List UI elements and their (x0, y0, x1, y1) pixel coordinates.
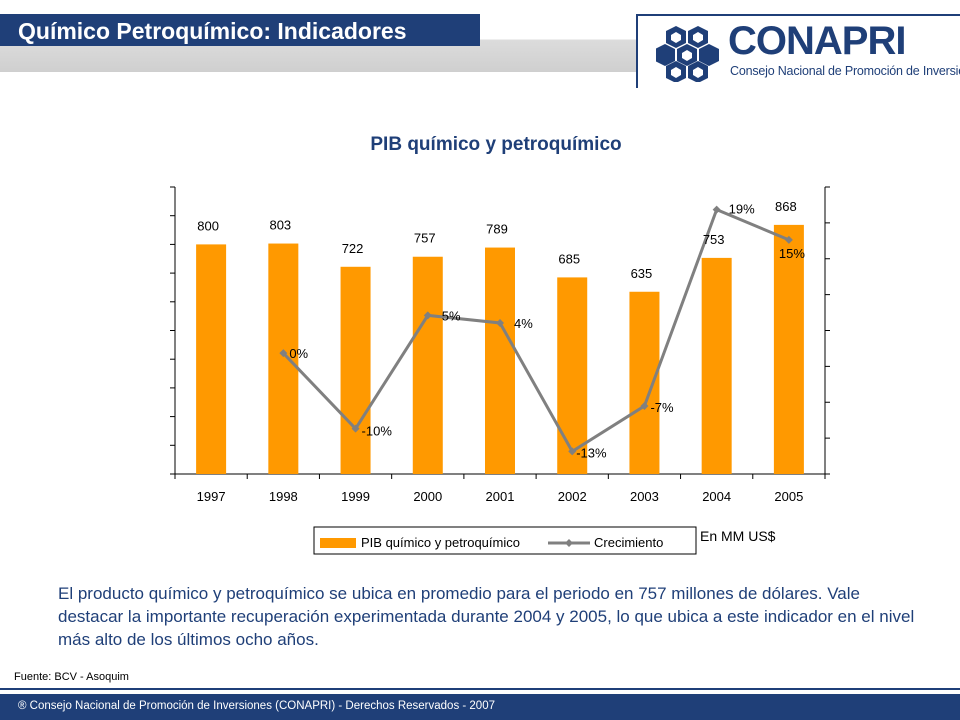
bar-value-label: 685 (558, 251, 580, 266)
growth-point (712, 205, 721, 214)
logo: CONAPRI Consejo Nacional de Promoción de… (636, 14, 960, 88)
footer-copyright: ® Consejo Nacional de Promoción de Inver… (18, 700, 495, 712)
bar-series (196, 224, 804, 474)
legend-label-bar: PIB químico y petroquímico (361, 535, 520, 550)
growth-value-label: 15% (779, 246, 805, 261)
x-tick-label: 2000 (413, 489, 442, 504)
growth-value-label: 4% (514, 316, 533, 331)
bar-value-label: 753 (703, 232, 725, 247)
bar-value-label: 635 (631, 266, 653, 281)
x-tick-label: 2001 (486, 489, 515, 504)
bar (340, 266, 371, 474)
bar (412, 256, 443, 474)
x-tick-label: 1997 (197, 489, 226, 504)
footer-divider (0, 688, 960, 690)
bar-value-label: 868 (775, 199, 797, 214)
x-tick-label: 2003 (630, 489, 659, 504)
logo-name: CONAPRI (728, 19, 906, 63)
bar (701, 257, 732, 474)
footer-bar: ® Consejo Nacional de Promoción de Inver… (0, 694, 960, 720)
x-tick-label: 1998 (269, 489, 298, 504)
conapri-logo-icon (656, 26, 719, 82)
legend-box (313, 526, 697, 555)
bar (557, 277, 588, 474)
bar-value-label: 803 (269, 218, 291, 233)
bar (268, 243, 299, 474)
legend-swatch-marker (565, 539, 573, 547)
growth-line (282, 207, 790, 454)
chart-legend: PIB químico y petroquímico Crecimiento (313, 526, 697, 555)
growth-point (423, 311, 432, 320)
x-tick-label: 1999 (341, 489, 370, 504)
page-title: Químico Petroquímico: Indicadores (18, 18, 407, 44)
chart: PIB químico y petroquímico 1997 1998 1999 2… (170, 134, 830, 555)
growth-point (279, 349, 288, 358)
legend-label-line: Crecimiento (594, 535, 663, 550)
units-note: En MM US$ (700, 528, 776, 544)
bar-value-label: 722 (342, 241, 364, 256)
growth-point (351, 424, 360, 433)
legend-swatch-bar (320, 538, 356, 548)
bar-value-label: 789 (486, 222, 508, 237)
growth-value-label: 0% (289, 346, 308, 361)
growth-value-label: -13% (576, 445, 607, 460)
title-band-dark (0, 14, 480, 46)
source-note: Fuente: BCV - Asoquim (14, 671, 129, 683)
bar (629, 291, 660, 474)
growth-series (279, 205, 793, 456)
bar (196, 244, 227, 474)
growth-point (640, 402, 649, 411)
data-labels: 800 803 722 757 789 685 635 753 868 0% -10% 5% 4% -13… (197, 199, 805, 460)
bar-value-label: 757 (414, 231, 436, 246)
growth-value-label: 5% (442, 308, 461, 323)
chart-title: PIB químico y petroquímico (370, 134, 621, 155)
bar-value-label: 800 (197, 218, 219, 233)
description-text: El producto químico y petroquímico se ub… (58, 584, 915, 649)
growth-point (496, 318, 504, 327)
growth-value-label: -7% (650, 400, 674, 415)
growth-point (784, 235, 793, 244)
x-tick-label: 2002 (558, 489, 587, 504)
bar (485, 247, 515, 474)
growth-value-label: -10% (362, 424, 393, 439)
logo-subtitle: Consejo Nacional de Promoción de Inversi… (730, 64, 960, 78)
x-tick-label: 2004 (702, 489, 731, 504)
x-tick-label: 2005 (774, 489, 803, 504)
growth-value-label: 19% (729, 202, 755, 217)
bar (773, 224, 804, 474)
growth-point (568, 447, 577, 456)
